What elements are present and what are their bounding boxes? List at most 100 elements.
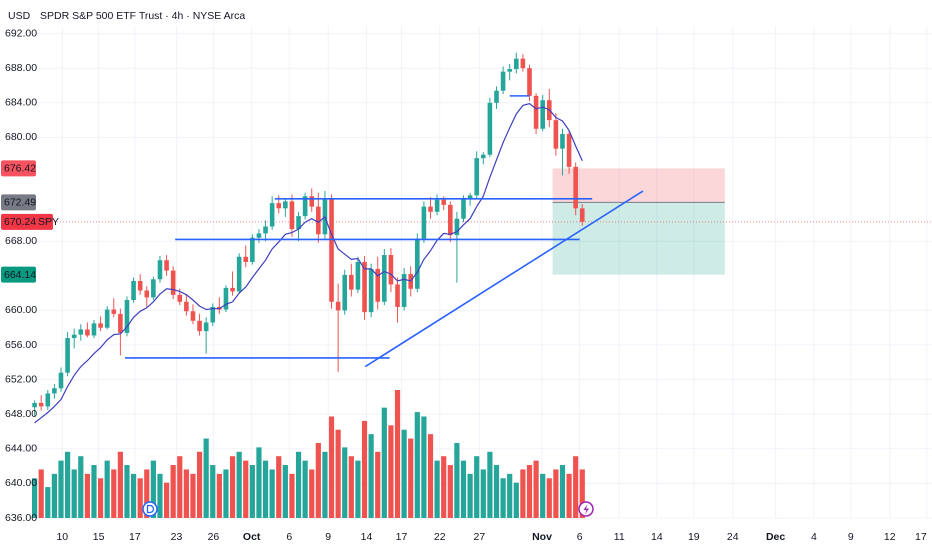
- x-tick-label: 19: [688, 531, 700, 543]
- volume-pane: [31, 390, 585, 518]
- candle-body: [448, 204, 453, 236]
- volume-bar: [104, 460, 110, 518]
- price-badge: [1, 213, 53, 230]
- volume-bar: [150, 460, 156, 518]
- volume-bar: [526, 465, 533, 518]
- price-badge: [1, 194, 36, 211]
- volume-bar: [289, 473, 295, 518]
- chart-title: SPDR S&P 500 ETF Trust · 4h · NYSE Arca: [40, 10, 245, 22]
- volume-bar: [381, 407, 387, 518]
- candle-body: [250, 237, 255, 262]
- candle-body: [540, 100, 545, 129]
- candle-body: [362, 261, 367, 313]
- volume-bar: [170, 465, 176, 518]
- y-tick-label: 640.00: [5, 477, 37, 489]
- volume-bar: [328, 416, 335, 518]
- x-tick-label: 4: [811, 531, 817, 543]
- volume-bar: [460, 460, 467, 518]
- candle-body: [144, 290, 150, 298]
- candle-body: [111, 309, 117, 314]
- candle-body: [243, 256, 249, 262]
- position-tool[interactable]: [552, 168, 725, 275]
- candle-body: [151, 279, 156, 298]
- volume-bar: [45, 487, 51, 518]
- candle-body: [467, 195, 473, 199]
- volume-bar: [493, 465, 500, 518]
- volume-bar: [414, 412, 420, 518]
- x-tick-label: Oct: [243, 531, 261, 543]
- dividends-icon[interactable]: [142, 501, 158, 517]
- volume-bar: [236, 451, 242, 518]
- x-tick-label: 6: [577, 531, 583, 543]
- volume-bar: [177, 456, 183, 518]
- volume-bar: [434, 460, 440, 518]
- volume-bar: [38, 469, 44, 518]
- y-tick-label: 680.00: [5, 131, 37, 143]
- candle-body: [461, 198, 466, 219]
- volume-bar: [375, 451, 381, 518]
- x-tick-label: 22: [434, 531, 446, 543]
- volume-bar: [223, 469, 229, 518]
- price-badge-label: 672.49: [4, 197, 36, 209]
- volume-bar: [97, 478, 104, 518]
- price-badge: [1, 160, 36, 177]
- candle-body: [388, 255, 394, 285]
- volume-bar: [408, 438, 414, 518]
- candle-body: [85, 329, 90, 336]
- candle-body: [71, 334, 77, 339]
- volume-bar: [276, 456, 282, 518]
- volume-bar: [533, 460, 539, 518]
- x-tick-label: 17: [396, 531, 408, 543]
- candle-body: [342, 274, 348, 311]
- candle-body: [395, 284, 400, 307]
- candle-body: [197, 320, 202, 332]
- volume-bar: [474, 456, 480, 518]
- x-tick-label: 17: [129, 531, 141, 543]
- candle-body: [296, 216, 301, 230]
- y-tick-label: 684.00: [5, 97, 37, 109]
- candle-body: [560, 133, 565, 149]
- volume-bar: [144, 469, 150, 518]
- volume-bar: [427, 434, 434, 518]
- candle-body: [124, 300, 130, 333]
- volume-bar: [540, 473, 546, 518]
- candle-body: [289, 201, 295, 230]
- volume-bar: [335, 429, 341, 518]
- volume-bar: [117, 451, 123, 518]
- x-tick-label: 14: [361, 531, 373, 543]
- volume-bar: [269, 469, 275, 518]
- currency: USD: [8, 10, 31, 22]
- volume-bar: [309, 469, 315, 518]
- candle-body: [454, 218, 460, 236]
- y-tick-label: 688.00: [5, 62, 37, 74]
- candle-body: [52, 388, 57, 394]
- volume-bar: [447, 465, 453, 518]
- x-tick-label: 9: [325, 531, 331, 543]
- volume-bar: [507, 473, 513, 518]
- x-tick-label: 6: [286, 531, 292, 543]
- volume-bar: [342, 447, 348, 518]
- candle-body: [573, 166, 578, 209]
- candle-body: [302, 196, 308, 217]
- volume-bar: [566, 473, 572, 518]
- volume-bar: [124, 465, 130, 518]
- volume-bar: [467, 473, 473, 518]
- volume-bar: [546, 478, 552, 518]
- candle-body: [203, 322, 209, 332]
- candle-body: [263, 226, 268, 234]
- candle-body: [329, 198, 334, 302]
- volume-bar: [315, 442, 321, 518]
- candle-body: [553, 120, 559, 149]
- volume-bar: [441, 456, 447, 518]
- earnings-icon[interactable]: [578, 501, 594, 517]
- volume-bar: [480, 469, 486, 518]
- grid: [36, 26, 932, 519]
- candle-body: [428, 206, 433, 212]
- x-tick-label: 14: [651, 531, 663, 543]
- candle-body: [335, 301, 341, 311]
- volume-bar: [91, 465, 97, 518]
- volume-bar: [302, 460, 308, 518]
- x-tick-label: Nov: [532, 531, 552, 543]
- candle-body: [368, 268, 374, 313]
